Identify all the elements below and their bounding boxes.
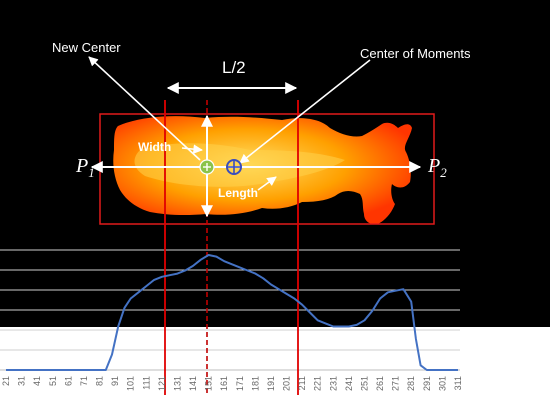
width-label: Width [138, 140, 171, 154]
length-pointer [257, 176, 277, 191]
x-tick-label: 71 [79, 376, 89, 386]
moments-marker [226, 159, 242, 175]
x-tick-label: 31 [17, 376, 27, 386]
p2-label: P2 [427, 155, 447, 180]
x-tick-label: 81 [95, 376, 105, 386]
length-label: Length [218, 186, 258, 200]
new-center-label: New Center [52, 40, 121, 55]
x-tick-label: 131 [172, 376, 182, 391]
x-tick-label: 181 [250, 376, 260, 391]
new-center-pointer [88, 56, 201, 161]
new-center-marker [199, 159, 215, 175]
x-tick-label: 251 [359, 376, 369, 391]
x-tick-label: 281 [406, 376, 416, 391]
x-tick-label: 111 [141, 376, 151, 390]
p1-label-sub: 1 [88, 165, 95, 180]
center-of-moments-label: Center of Moments [360, 46, 471, 61]
profile-line [6, 254, 458, 371]
x-tick-label: 141 [188, 376, 198, 391]
x-tick-label: 21 [1, 376, 11, 386]
x-tick-label: 91 [110, 376, 120, 386]
x-tick-label: 221 [313, 376, 323, 391]
x-tick-label: 151 [204, 376, 214, 391]
p1-label-main: P [75, 155, 88, 177]
x-tick-label: 211 [297, 376, 307, 390]
x-tick-label: 171 [235, 376, 245, 391]
x-tick-label: 121 [157, 376, 167, 391]
x-tick-label: 191 [266, 376, 276, 391]
x-tick-label: 241 [344, 376, 354, 391]
x-tick-label: 41 [32, 376, 42, 386]
x-tick-labels: 21 31 41 51 61 71 81 91 101 111 121 131 141 151 161 171… [1, 376, 463, 391]
x-tick-label: 51 [48, 376, 58, 386]
width-pointer [181, 144, 203, 154]
moments-pointer [239, 59, 371, 164]
x-tick-label: 311 [453, 376, 463, 390]
x-tick-label: 101 [126, 376, 136, 391]
p2-label-sub: 2 [440, 165, 447, 180]
half-length-label: L/2 [222, 58, 246, 77]
chart-gridlines [0, 249, 460, 371]
p2-label-main: P [427, 155, 440, 177]
x-tick-label: 301 [437, 376, 447, 391]
x-tick-label: 231 [328, 376, 338, 391]
x-tick-label: 271 [391, 376, 401, 391]
x-tick-label: 291 [422, 376, 432, 391]
profile-series [6, 254, 458, 371]
x-tick-label: 201 [282, 376, 292, 391]
p1-label: P1 [75, 155, 95, 180]
x-tick-label: 61 [63, 376, 73, 386]
x-tick-label: 261 [375, 376, 385, 391]
x-tick-label: 161 [219, 376, 229, 391]
